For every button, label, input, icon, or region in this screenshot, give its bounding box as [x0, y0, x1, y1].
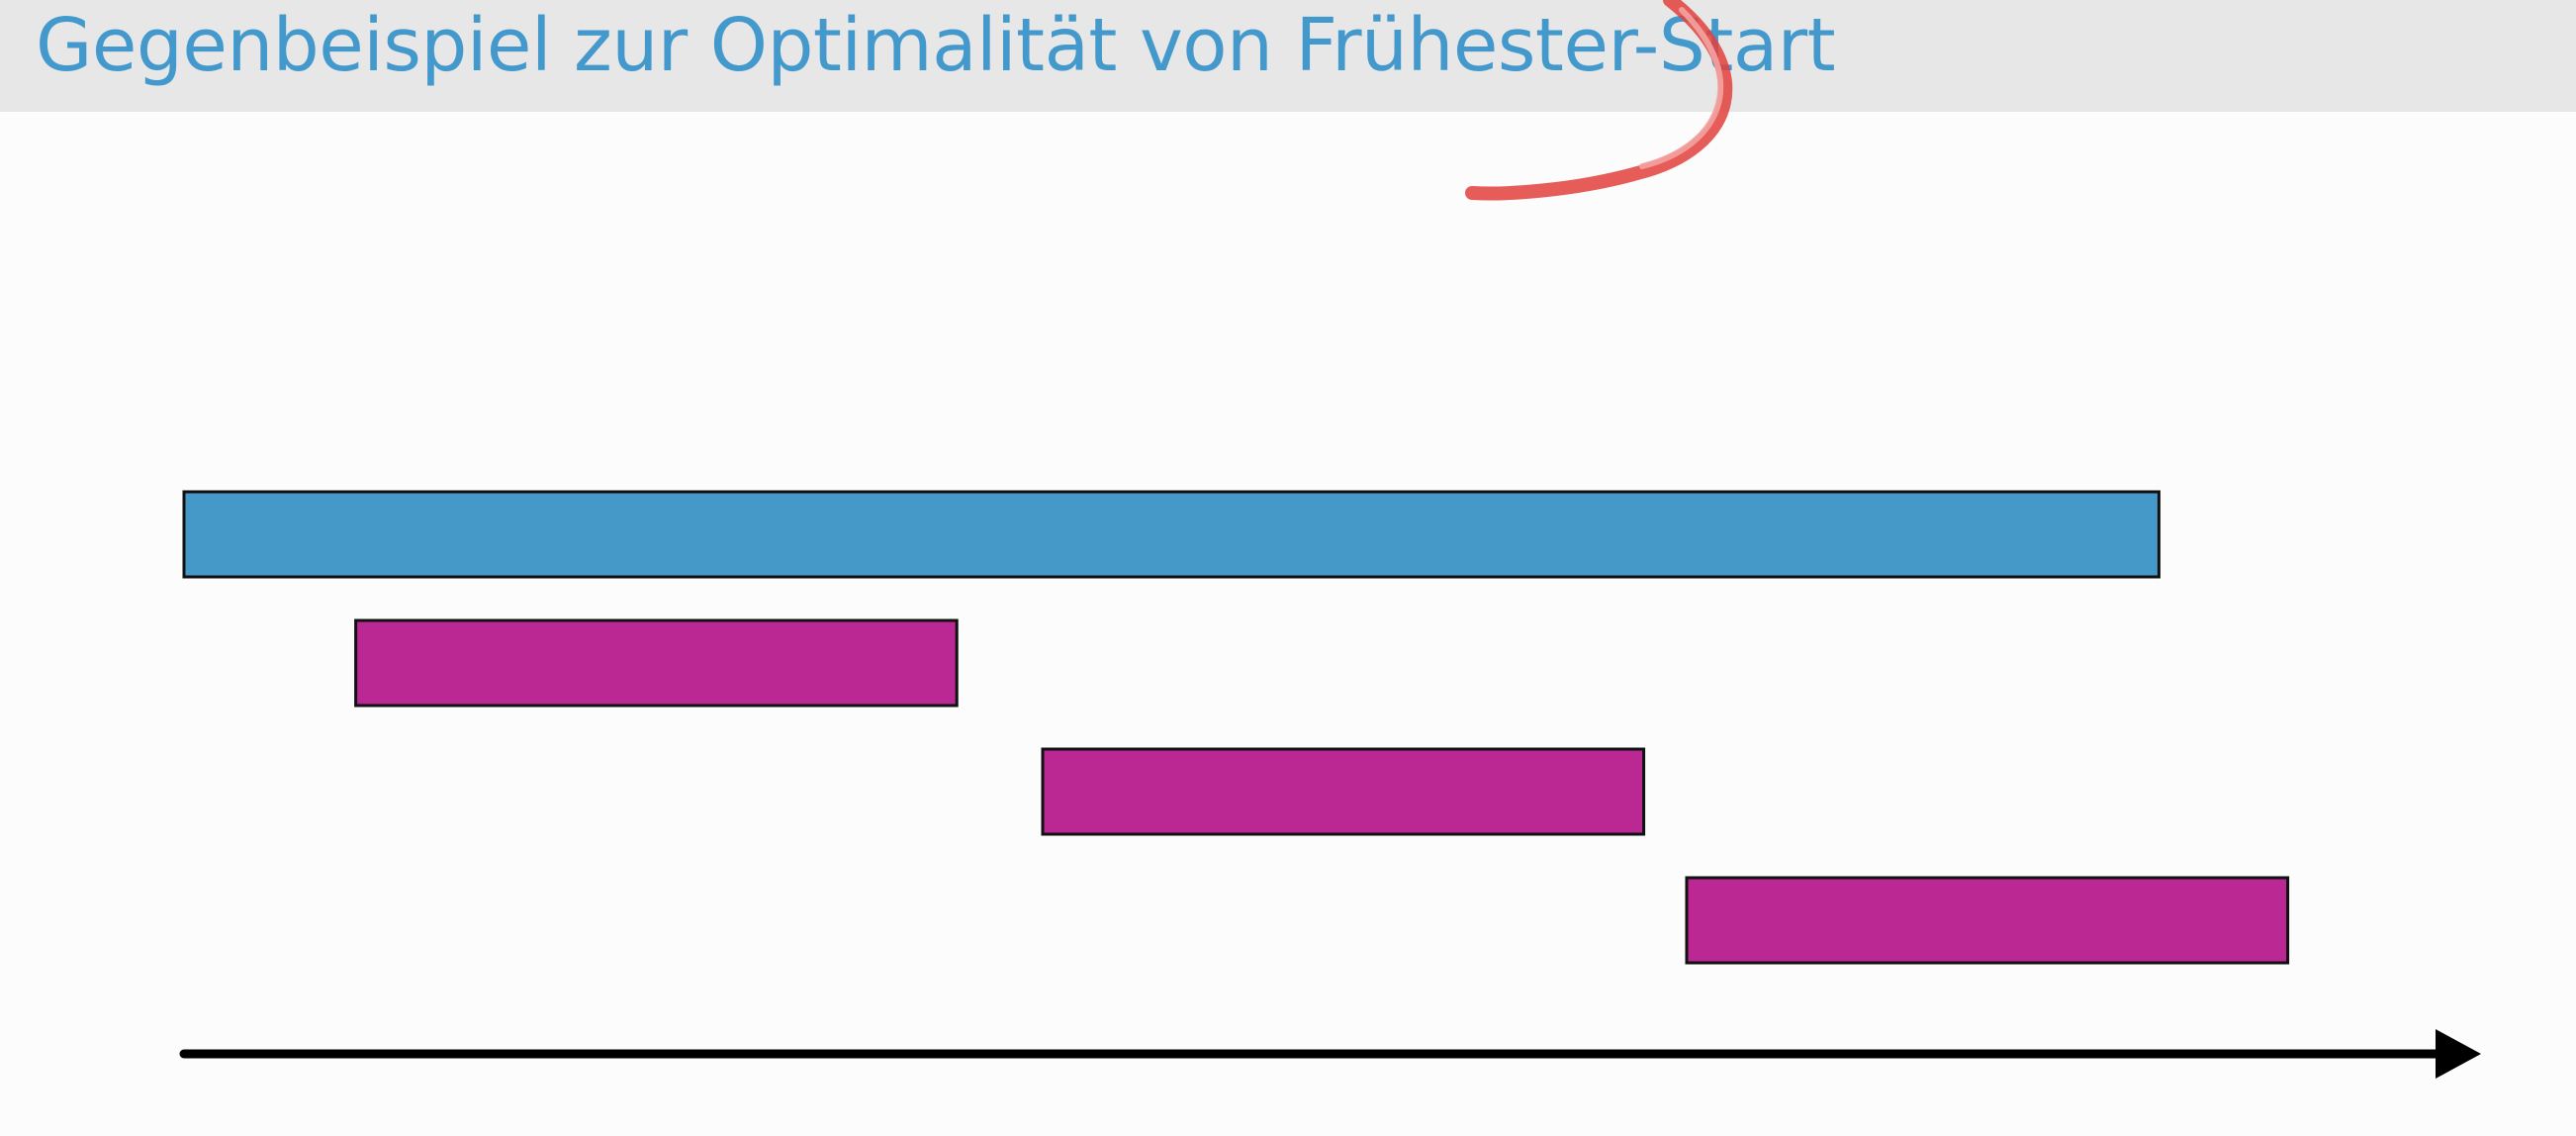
- title-bar: Gegenbeispiel zur Optimalität von Frühes…: [0, 0, 2576, 112]
- red-pen-arc-stroke-highlight: [1639, 7, 1724, 169]
- interval-group: [182, 490, 2290, 965]
- interval-bar-short-4: [1685, 876, 2290, 965]
- time-axis: [179, 1029, 2481, 1079]
- interval-bar-short-2: [354, 618, 959, 708]
- time-axis-arrowhead-icon: [2436, 1029, 2481, 1079]
- interval-bar-long-1: [182, 490, 2161, 579]
- interval-bar-short-3: [1041, 747, 1646, 836]
- red-pen-arc-stroke-icon: [1465, 0, 1733, 201]
- slide-title: Gegenbeispiel zur Optimalität von Frühes…: [36, 3, 1836, 88]
